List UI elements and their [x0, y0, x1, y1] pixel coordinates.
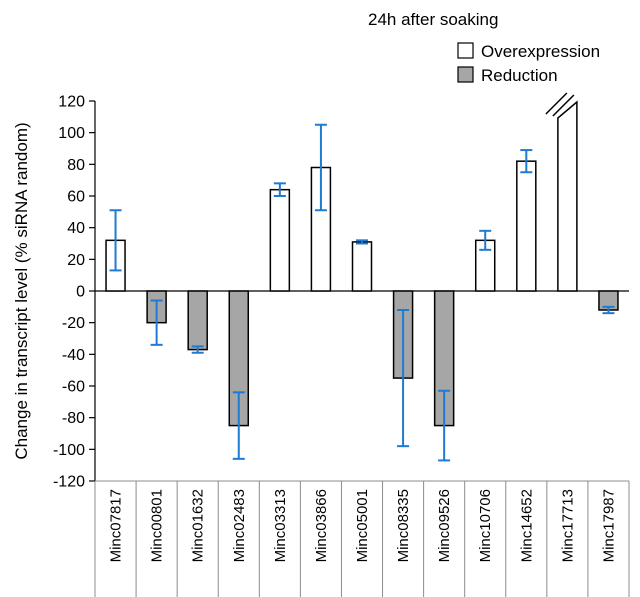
- x-tick-label: Minc00801: [149, 489, 166, 562]
- bar: [557, 100, 578, 292]
- bar: [187, 290, 208, 351]
- x-tick-label: Minc05001: [354, 489, 371, 562]
- chart-title: 24h after soaking: [368, 10, 498, 29]
- x-tick-label: Minc17713: [559, 489, 576, 562]
- legend-swatch-reduction: [457, 66, 474, 83]
- y-tick-label: 60: [67, 189, 85, 206]
- x-tick-label: Minc01632: [190, 489, 207, 562]
- y-tick-label: 100: [58, 125, 85, 142]
- y-tick-label: -120: [53, 474, 85, 491]
- x-tick-label: Minc03313: [272, 489, 289, 562]
- x-tick-label: Minc10706: [477, 489, 494, 562]
- y-tick-label: -100: [53, 442, 85, 459]
- legend-label-overexpression: Overexpression: [481, 42, 600, 61]
- y-axis-label: Change in transcript level (% siRNA rand…: [12, 122, 31, 459]
- x-tick-label: Minc09526: [436, 489, 453, 562]
- bar: [516, 160, 537, 292]
- plot-area: 120 100 80 60 40 20 0 -20 -40 -60 -80 -100 -120 Minc0…: [53, 92, 630, 597]
- y-tick-label: 40: [67, 220, 85, 237]
- x-tick-label: Minc02483: [231, 489, 248, 562]
- y-tick-label: 20: [67, 252, 85, 269]
- axis-break-mark: [552, 94, 575, 117]
- bar: [269, 188, 291, 292]
- y-tick-label: 120: [58, 94, 85, 111]
- axis-break-mark: [545, 92, 568, 115]
- y-tick-label: -20: [62, 315, 85, 332]
- x-tick-label: Minc03866: [313, 489, 330, 562]
- y-tick-label: -80: [62, 410, 85, 427]
- x-tick-label: Minc07817: [108, 489, 125, 562]
- legend-swatch-overexpression: [457, 42, 474, 59]
- legend-label-reduction: Reduction: [481, 66, 558, 85]
- x-tick-label: Minc08335: [395, 489, 412, 562]
- y-tick-label: 0: [76, 284, 85, 301]
- legend: Overexpression Reduction: [457, 42, 600, 85]
- x-tick-label: Minc14652: [518, 489, 535, 562]
- y-tick-label: -60: [62, 379, 85, 396]
- y-tick-label: 80: [67, 157, 85, 174]
- bar: [351, 241, 373, 292]
- y-tick-label: -40: [62, 347, 85, 364]
- x-tick-label: Minc17987: [600, 489, 617, 562]
